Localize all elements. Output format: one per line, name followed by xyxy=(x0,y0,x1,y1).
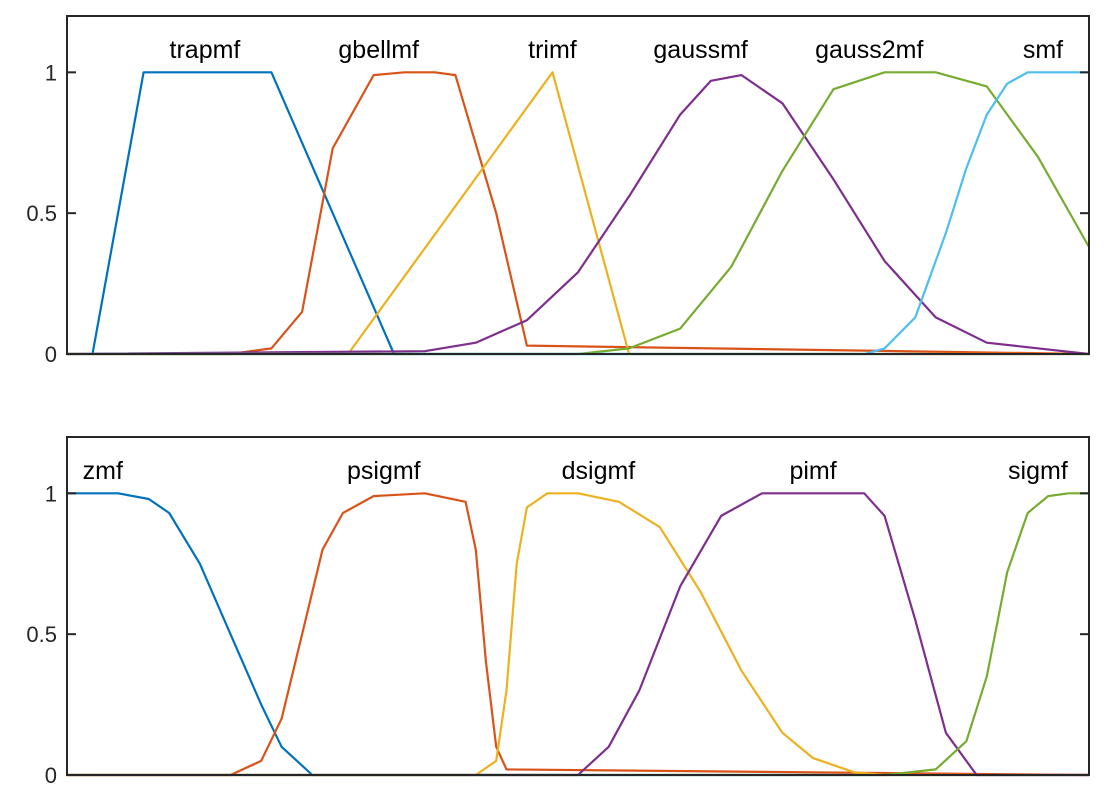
series-label-dsigmf: dsigmf xyxy=(562,457,636,485)
series-label-psigmf: psigmf xyxy=(347,457,421,485)
series-label-smf: smf xyxy=(1023,36,1063,64)
series-line-psigmf xyxy=(65,492,1091,777)
series-line-dsigmf xyxy=(65,492,1091,777)
y-tick-label: 0 xyxy=(45,342,57,367)
bottom-axes: 0 0.5 1 zmf psigmf dsigmf pimf sigmf xyxy=(26,436,1091,788)
series-label-pimf: pimf xyxy=(789,457,836,485)
series-line-trimf xyxy=(65,71,1091,356)
series-label-trimf: trimf xyxy=(528,36,577,64)
series-label-gauss2mf: gauss2mf xyxy=(815,36,923,64)
series-line-gaussmf xyxy=(65,74,1091,356)
series-label-zmf: zmf xyxy=(83,457,123,485)
series-line-gauss2mf xyxy=(65,71,1091,356)
series-label-gaussmf: gaussmf xyxy=(653,36,748,64)
y-tick-label: 1 xyxy=(45,60,57,85)
y-tick-label: 0.5 xyxy=(26,622,57,647)
series-line-zmf xyxy=(65,492,1091,777)
series-line-smf xyxy=(65,71,1091,356)
series-label-sigmf: sigmf xyxy=(1008,457,1068,485)
series-label-trapmf: trapmf xyxy=(170,36,241,64)
y-tick-label: 1 xyxy=(45,481,57,506)
series-line-sigmf xyxy=(65,492,1091,777)
axes-box xyxy=(66,15,1090,355)
y-tick-label: 0 xyxy=(45,763,57,788)
series-label-gbellmf: gbellmf xyxy=(338,36,419,64)
axes-box xyxy=(66,436,1090,776)
y-tick-label: 0.5 xyxy=(26,201,57,226)
series-line-gbellmf xyxy=(65,71,1091,356)
series-line-pimf xyxy=(65,492,1091,777)
top-axes: 0 0.5 1 trapmf gbellmf trimf gaussmf gauss2mf sm… xyxy=(26,15,1091,367)
